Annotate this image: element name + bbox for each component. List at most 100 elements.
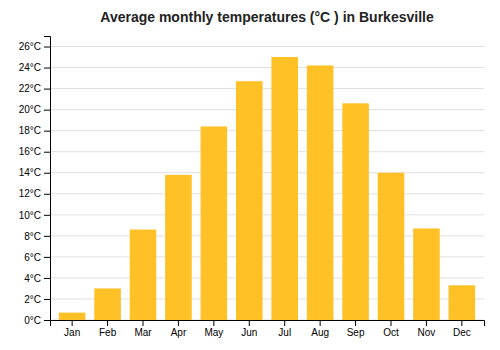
grid-line — [50, 67, 484, 68]
bar — [236, 81, 263, 320]
y-tick-mark — [44, 236, 50, 237]
x-tick-mark — [107, 320, 108, 326]
y-tick-mark — [44, 299, 50, 300]
bar — [271, 57, 298, 320]
x-tick-mark — [72, 320, 73, 326]
x-tick-mark — [391, 320, 392, 326]
x-tick: Aug — [311, 320, 329, 338]
y-tick-mark — [44, 152, 50, 153]
bar — [201, 126, 228, 320]
y-tick: 16°C — [19, 146, 50, 157]
x-tick: Oct — [383, 320, 399, 338]
bar — [59, 313, 86, 320]
y-tick-label: 0°C — [24, 315, 41, 326]
grid-line — [50, 46, 484, 47]
x-tick-label: Mar — [134, 327, 152, 338]
x-tick: Nov — [418, 320, 436, 338]
y-tick-label: 16°C — [19, 146, 41, 157]
y-tick: 6°C — [24, 252, 50, 263]
y-tick-label: 22°C — [19, 83, 41, 94]
bar — [449, 285, 476, 320]
x-tick: Sep — [347, 320, 365, 338]
x-tick-label: Aug — [311, 327, 329, 338]
y-tick-label: 24°C — [19, 62, 41, 73]
x-axis: Jan Feb Mar Apr May Jun Jul Aug Sep Oct Nov Dec — [51, 320, 485, 338]
x-tick-mark — [178, 320, 179, 326]
x-tick-label: Dec — [453, 327, 471, 338]
y-tick: 2°C — [24, 294, 50, 305]
bars — [59, 57, 475, 320]
x-tick-mark — [284, 320, 285, 326]
x-tick: Feb — [99, 320, 117, 338]
grid-line — [50, 214, 484, 215]
bar — [378, 173, 405, 320]
y-tick-label: 14°C — [19, 167, 41, 178]
x-tick-mark — [461, 320, 462, 326]
x-tick-label: Jan — [64, 327, 80, 338]
bar — [307, 65, 334, 320]
x-tick: Mar — [134, 320, 152, 338]
x-tick-label: Nov — [418, 327, 436, 338]
x-tick-label: Sep — [347, 327, 365, 338]
grid-line — [50, 109, 484, 110]
x-tick: Jun — [241, 320, 257, 338]
y-tick-mark — [44, 194, 50, 195]
y-tick: 22°C — [19, 83, 50, 94]
y-tick-label: 20°C — [19, 104, 41, 115]
y-tick: 4°C — [24, 273, 50, 284]
grid-line — [50, 88, 484, 89]
y-tick-label: 4°C — [24, 273, 41, 284]
grid-line — [50, 193, 484, 194]
grid-line — [50, 130, 484, 131]
grid-line — [50, 172, 484, 173]
x-tick-label: Jun — [241, 327, 257, 338]
x-tick-label: Oct — [383, 327, 399, 338]
y-tick: 18°C — [19, 125, 50, 136]
grid-line — [50, 151, 484, 152]
y-axis: 0°C 2°C 4°C 6°C 8°C 10°C 12°C 14°C 16°C 18°C 20°C 2… — [19, 37, 51, 326]
y-tick-mark — [44, 320, 50, 321]
y-tick-label: 10°C — [19, 210, 41, 221]
y-tick-mark — [44, 68, 50, 69]
y-tick-label: 2°C — [24, 294, 41, 305]
x-tick-mark — [355, 320, 356, 326]
y-tick: 14°C — [19, 167, 50, 178]
y-tick-label: 6°C — [24, 252, 41, 263]
y-tick-mark — [44, 110, 50, 111]
y-tick: 20°C — [19, 104, 50, 115]
y-axis-line — [44, 37, 51, 321]
x-tick-mark — [320, 320, 321, 326]
y-tick-mark — [44, 131, 50, 132]
x-tick-label: Feb — [99, 327, 117, 338]
x-tick-mark — [213, 320, 214, 326]
y-tick-label: 18°C — [19, 125, 41, 136]
y-tick-label: 26°C — [19, 41, 41, 52]
y-tick: 24°C — [19, 62, 50, 73]
x-tick-mark — [143, 320, 144, 326]
x-tick-label: May — [204, 327, 223, 338]
y-tick: 8°C — [24, 231, 50, 242]
x-tick: Jan — [64, 320, 80, 338]
x-tick: Dec — [453, 320, 471, 338]
bar — [413, 228, 440, 320]
bar — [94, 288, 121, 320]
grid — [50, 47, 484, 320]
title: Average monthly temperatures (°C ) in Bu… — [100, 9, 434, 25]
x-axis-line — [51, 321, 485, 327]
y-tick: 12°C — [19, 188, 50, 199]
y-tick-label: 8°C — [24, 231, 41, 242]
y-tick-mark — [44, 47, 50, 48]
chart: 0°C 2°C 4°C 6°C 8°C 10°C 12°C 14°C 16°C 18°C 20°C 2… — [0, 0, 500, 350]
y-tick: 26°C — [19, 41, 50, 52]
y-tick-mark — [44, 278, 50, 279]
bar — [130, 230, 157, 320]
y-tick: 10°C — [19, 210, 50, 221]
y-tick-mark — [44, 215, 50, 216]
x-tick-label: Jul — [278, 327, 291, 338]
x-tick-mark — [249, 320, 250, 326]
x-tick-label: Apr — [171, 327, 187, 338]
bar — [342, 103, 369, 320]
y-tick-label: 12°C — [19, 188, 41, 199]
y-tick-mark — [44, 89, 50, 90]
bar — [165, 175, 192, 320]
